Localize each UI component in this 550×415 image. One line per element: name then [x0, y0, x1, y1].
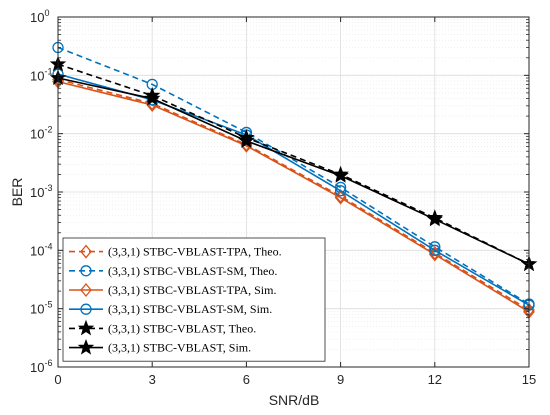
- legend-entry: (3,3,1) STBC-VBLAST, Sim.: [69, 338, 251, 355]
- x-tick-label: 3: [149, 372, 156, 387]
- legend-label: (3,3,1) STBC-VBLAST-TPA, Theo.: [108, 245, 282, 259]
- series-line: [57, 46, 530, 305]
- data-point: [429, 244, 441, 256]
- legend-label: (3,3,1) STBC-VBLAST-TPA, Sim.: [108, 283, 276, 297]
- legend-entry: (3,3,1) STBC-VBLAST-TPA, Theo.: [69, 244, 282, 259]
- legend-label: (3,3,1) STBC-VBLAST, Sim.: [108, 341, 251, 355]
- data-point: [143, 89, 161, 106]
- legend-marker: [80, 244, 92, 259]
- x-tick-label: 6: [243, 372, 250, 387]
- x-tick-label: 15: [522, 372, 536, 387]
- legend-box: [62, 237, 326, 362]
- data-point: [238, 132, 255, 148]
- legend-marker: [80, 282, 92, 298]
- series-line: [57, 80, 530, 313]
- x-tick-label: 9: [337, 372, 344, 387]
- legend-marker: [77, 319, 95, 336]
- y-tick-label: 10-1: [30, 66, 52, 83]
- series-line: [57, 63, 530, 265]
- data-point: [334, 185, 347, 197]
- legend-entry: (3,3,1) STBC-VBLAST, Theo.: [69, 319, 256, 336]
- legend-marker: [80, 265, 92, 277]
- data-point: [334, 190, 347, 205]
- series-line: [57, 77, 530, 265]
- legend-label: (3,3,1) STBC-VBLAST-SM, Theo.: [108, 264, 277, 278]
- legend-label: (3,3,1) STBC-VBLAST-SM, Sim.: [108, 302, 272, 316]
- legend-label: (3,3,1) STBC-VBLAST, Theo.: [108, 321, 256, 335]
- series-line: [57, 78, 530, 311]
- legend-entry: (3,3,1) STBC-VBLAST-SM, Theo.: [69, 264, 277, 278]
- y-axis-label: BER: [9, 178, 25, 207]
- legend-marker: [80, 303, 92, 315]
- x-axis-label: SNR/dB: [269, 392, 320, 408]
- legend-entry: (3,3,1) STBC-VBLAST-SM, Sim.: [69, 302, 272, 316]
- y-tick-label: 10-2: [30, 125, 52, 142]
- y-tick-label: 10-4: [30, 241, 52, 258]
- x-tick-label: 0: [54, 372, 61, 387]
- y-tick-label: 10-3: [30, 183, 52, 200]
- y-tick-label: 10-5: [30, 300, 52, 317]
- legend: (3,3,1) STBC-VBLAST-TPA, Theo. (3,3,1) ST…: [62, 237, 326, 362]
- series-group: [49, 41, 538, 319]
- y-tick-label: 10-6: [30, 358, 52, 375]
- y-tick-label: 100: [30, 8, 49, 25]
- legend-marker: [77, 338, 95, 355]
- legend-entry: (3,3,1) STBC-VBLAST-TPA, Sim.: [69, 282, 276, 298]
- x-tick-label: 12: [428, 372, 442, 387]
- data-point: [426, 210, 444, 227]
- data-point: [332, 167, 349, 183]
